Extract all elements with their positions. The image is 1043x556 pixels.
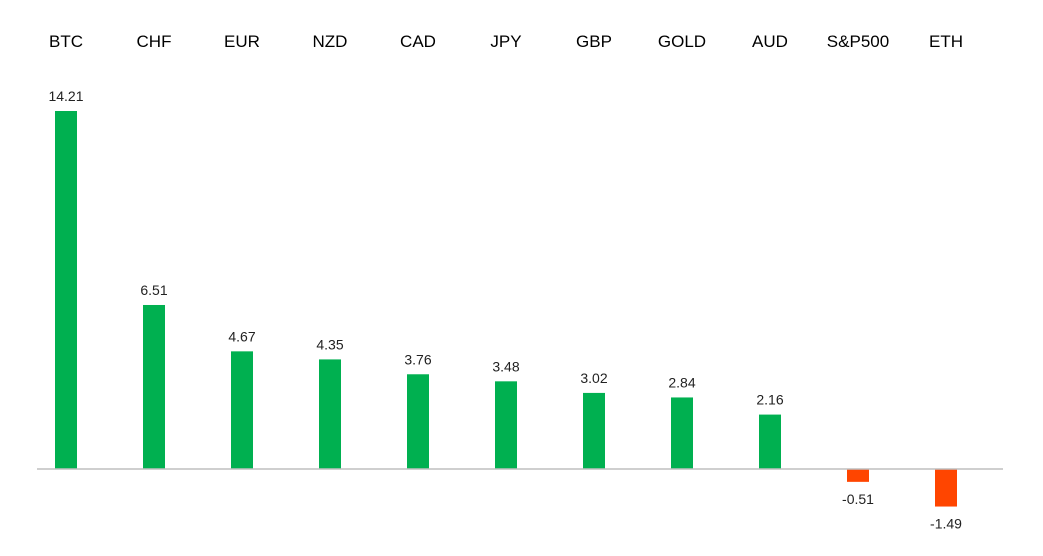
category-label: CHF [137,32,172,51]
category-label: GOLD [658,32,706,51]
category-label: JPY [490,32,521,51]
bar-eur [231,351,253,469]
bar-aud [759,414,781,469]
bars-group [55,111,957,507]
bar-gold [671,397,693,469]
category-label: CAD [400,32,436,51]
bar-btc [55,111,77,469]
data-label: 4.35 [316,336,343,352]
bar-sp500 [847,469,869,482]
category-label: ETH [929,32,963,51]
data-label: 14.21 [48,88,83,104]
data-label: 3.76 [404,351,431,367]
bar-eth [935,469,957,507]
category-label: AUD [752,32,788,51]
data-label: 6.51 [140,282,167,298]
category-labels-group: BTC CHF EUR NZD CAD JPY GBP GOLD AUD S&P500 ETH [49,32,963,51]
category-label: S&P500 [827,32,889,51]
category-label: GBP [576,32,612,51]
bar-gbp [583,392,605,469]
category-label: BTC [49,32,83,51]
bar-nzd [319,359,341,469]
data-label: 4.67 [228,328,255,344]
data-labels-group: 14.21 6.51 4.67 4.35 3.76 3.48 3.02 2.84 2.16 -0.… [48,88,962,532]
bar-chf [143,304,165,469]
category-label: EUR [224,32,260,51]
data-label: 3.02 [580,370,607,386]
data-label: 2.16 [756,392,783,408]
category-label: NZD [313,32,348,51]
data-label: -0.51 [842,491,874,507]
bar-jpy [495,381,517,469]
data-label: -1.49 [930,516,962,532]
data-label: 3.48 [492,358,519,374]
data-label: 2.84 [668,374,695,390]
bar-cad [407,374,429,469]
